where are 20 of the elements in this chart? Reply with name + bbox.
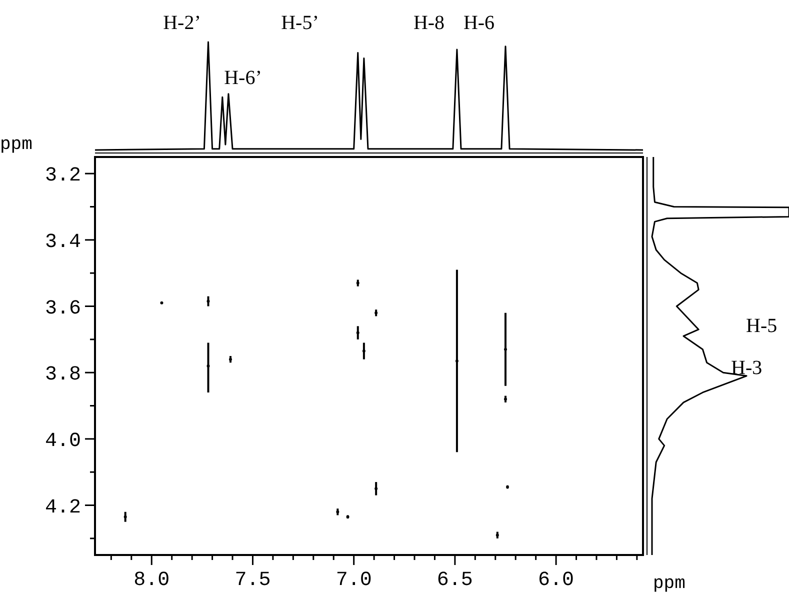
text: H-2’ bbox=[163, 12, 201, 34]
x-tick-label: 6.5 bbox=[436, 569, 473, 592]
y-tick-label: 3.2 bbox=[44, 164, 81, 188]
text: H-8 bbox=[413, 12, 445, 34]
y-tick-label: 4.0 bbox=[44, 430, 81, 453]
x-tick-label: 7.0 bbox=[336, 569, 372, 592]
x-tick-label: 7.5 bbox=[234, 569, 271, 592]
y-tick-label: 3.8 bbox=[44, 364, 81, 387]
annotation: H-6’ bbox=[224, 67, 262, 89]
y-tick-label: 4.2 bbox=[44, 496, 81, 520]
x-tick-label: 8.0 bbox=[134, 569, 170, 592]
x-tick-label: 6.0 bbox=[538, 569, 574, 592]
annotation: H-5 bbox=[746, 315, 778, 337]
text: H-5’ bbox=[281, 12, 319, 34]
x-axis-title: ppm bbox=[653, 574, 686, 594]
y-axis-title: ppm bbox=[0, 135, 32, 155]
annotation: H-3 bbox=[731, 357, 762, 379]
y-tick-label: 3.4 bbox=[44, 230, 81, 254]
y-tick-label: 3.6 bbox=[44, 297, 81, 320]
text: H-6 bbox=[463, 12, 495, 34]
